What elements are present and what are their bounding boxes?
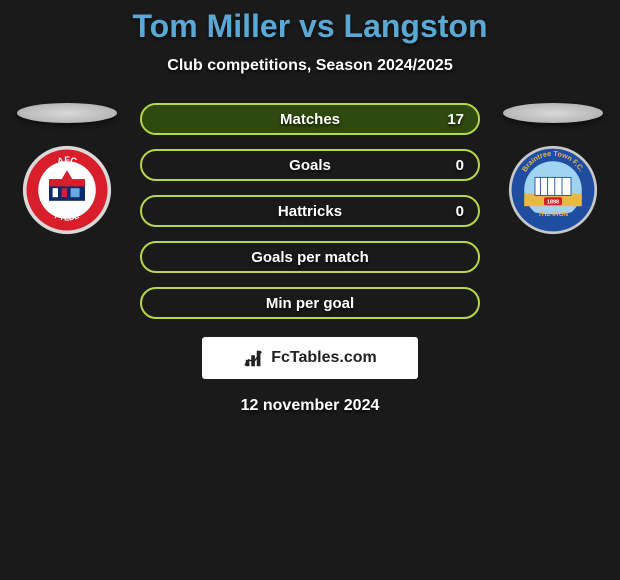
stat-row-hattricks: Hattricks 0 (140, 195, 480, 227)
date-text: 12 november 2024 (0, 397, 620, 415)
stat-label: Hattricks (142, 197, 478, 225)
stat-value: 0 (456, 197, 464, 225)
page-title: Tom Miller vs Langston (0, 8, 620, 45)
stat-label: Goals (142, 151, 478, 179)
player-shadow-right (503, 103, 603, 123)
left-club-badge: AFC FYLDE (22, 145, 112, 235)
player-shadow-left (17, 103, 117, 123)
branding-text: FcTables.com (271, 349, 377, 367)
stat-row-goals: Goals 0 (140, 149, 480, 181)
stats-column: Matches 17 Goals 0 Hattricks 0 Goals per… (140, 103, 480, 319)
braintree-crest-icon: Braintree Town F.C. 1898 THE IRON (508, 145, 598, 235)
stat-label: Min per goal (142, 289, 478, 317)
stat-label: Matches (142, 105, 478, 133)
stat-row-goals-per-match: Goals per match (140, 241, 480, 273)
stat-row-min-per-goal: Min per goal (140, 287, 480, 319)
stat-row-matches: Matches 17 (140, 103, 480, 135)
right-column: Braintree Town F.C. 1898 THE IRON (498, 103, 608, 235)
right-club-badge: Braintree Town F.C. 1898 THE IRON (508, 145, 598, 235)
main-row: AFC FYLDE Matches 1 (0, 103, 620, 319)
bar-chart-icon (243, 347, 265, 369)
svg-text:AFC: AFC (56, 155, 78, 166)
branding-box: FcTables.com (202, 337, 418, 379)
stat-value: 17 (447, 105, 464, 133)
svg-text:THE IRON: THE IRON (538, 211, 569, 218)
subtitle: Club competitions, Season 2024/2025 (0, 57, 620, 75)
stat-value: 0 (456, 151, 464, 179)
stat-label: Goals per match (142, 243, 478, 271)
left-column: AFC FYLDE (12, 103, 122, 235)
comparison-card: Tom Miller vs Langston Club competitions… (0, 0, 620, 415)
svg-text:1898: 1898 (547, 200, 559, 206)
afc-fylde-crest-icon: AFC FYLDE (22, 145, 112, 235)
